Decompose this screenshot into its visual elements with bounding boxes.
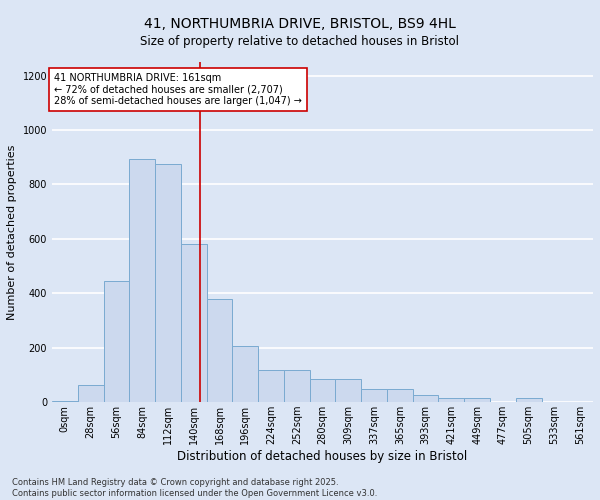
Text: 41 NORTHUMBRIA DRIVE: 161sqm
← 72% of detached houses are smaller (2,707)
28% of: 41 NORTHUMBRIA DRIVE: 161sqm ← 72% of de… [54,73,302,106]
Bar [464,398,490,402]
X-axis label: Distribution of detached houses by size in Bristol: Distribution of detached houses by size … [178,450,467,463]
Text: Size of property relative to detached houses in Bristol: Size of property relative to detached ho… [140,35,460,48]
Bar [387,388,413,402]
Y-axis label: Number of detached properties: Number of detached properties [7,144,17,320]
Bar [516,398,542,402]
Bar [335,379,361,402]
Bar [361,388,387,402]
Bar [284,370,310,402]
Bar [52,401,78,402]
Bar [78,384,104,402]
Bar [206,299,232,402]
Bar [181,244,206,402]
Bar [310,379,335,402]
Bar [104,281,129,402]
Bar [232,346,258,402]
Bar [155,164,181,402]
Bar [413,396,439,402]
Text: Contains HM Land Registry data © Crown copyright and database right 2025.
Contai: Contains HM Land Registry data © Crown c… [12,478,377,498]
Bar [439,398,464,402]
Text: 41, NORTHUMBRIA DRIVE, BRISTOL, BS9 4HL: 41, NORTHUMBRIA DRIVE, BRISTOL, BS9 4HL [144,18,456,32]
Bar [129,158,155,402]
Bar [258,370,284,402]
